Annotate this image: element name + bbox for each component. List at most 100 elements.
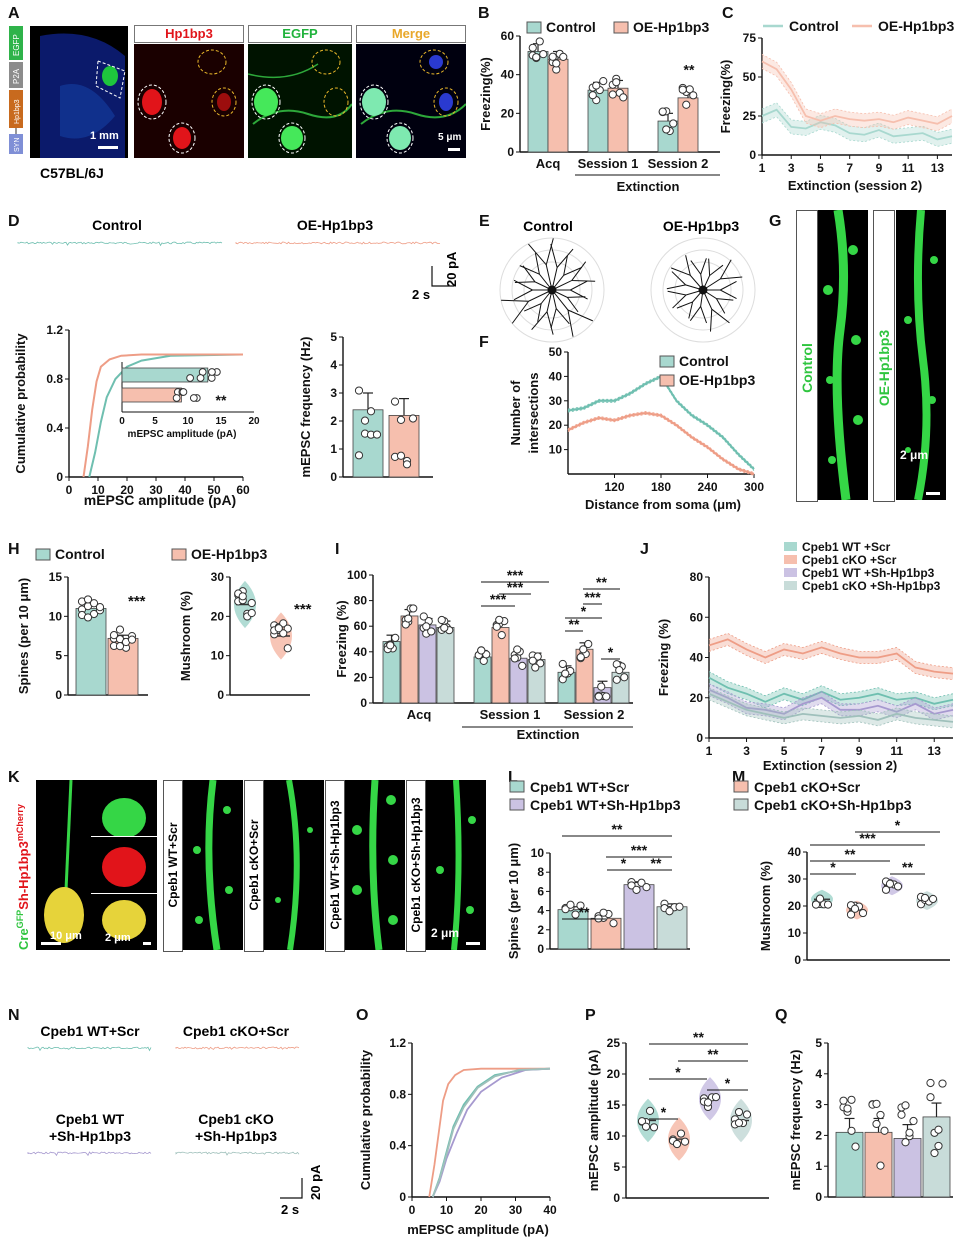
- y-tick-label: 5: [55, 649, 62, 663]
- panel-letter-o: O: [356, 1007, 368, 1024]
- y-tick-label: 0: [399, 1190, 406, 1204]
- legend-swatch: [659, 355, 675, 368]
- panel-letter-q: Q: [775, 1007, 787, 1024]
- data-point: [602, 692, 611, 701]
- legend-swatch: [784, 581, 797, 590]
- data-point: [396, 415, 406, 424]
- inset-point: [172, 394, 181, 402]
- x-tick-label: 5: [817, 161, 824, 175]
- data-point: [742, 1110, 752, 1119]
- sig-label: ***: [128, 593, 146, 610]
- y-axis-label: Freezing (%): [656, 619, 671, 696]
- panel-letter-k: K: [8, 769, 20, 786]
- hp1bp3-channel-image: [134, 44, 244, 158]
- data-point: [608, 90, 617, 99]
- scale-2um-k1: 2 μm: [105, 932, 131, 944]
- g-label-control: Control: [799, 343, 815, 393]
- data-point: [109, 631, 119, 640]
- trace-scale-bar-d: [431, 266, 454, 287]
- y-tick-label: 0: [507, 145, 514, 159]
- band-edge-lower: [567, 414, 755, 476]
- scale-5um: 5 μm: [438, 132, 462, 143]
- brain-slice-image: 1 mm: [30, 26, 128, 158]
- n-scale-x: 2 s: [281, 1202, 299, 1217]
- legend-swatch: [784, 568, 797, 577]
- x-category-label: Session 2: [648, 156, 709, 171]
- dendrite-branch: [523, 289, 553, 322]
- data-point: [599, 908, 608, 917]
- sig-label: ***: [507, 567, 524, 583]
- sig-label: *: [661, 1104, 667, 1120]
- x-tick-label: 7: [846, 161, 853, 175]
- y-tick-label: 80: [690, 570, 704, 584]
- data-point: [811, 900, 821, 909]
- legend-swatch: [35, 548, 51, 561]
- dendrite-branch: [528, 238, 554, 291]
- data-point: [279, 619, 288, 628]
- legend-label: Cpeb1 cKO+Sh-Hp1bp3: [754, 797, 912, 813]
- data-point: [658, 107, 667, 116]
- y-axis-label: mEPSC frequency (Hz): [298, 337, 313, 478]
- dendrite-branch: [702, 259, 743, 291]
- data-point: [492, 622, 501, 631]
- y-tick-label: 0: [217, 688, 224, 702]
- data-point: [926, 1093, 935, 1102]
- sig-label: *: [608, 644, 614, 660]
- inset-point: [208, 368, 216, 376]
- sig-label: ***: [859, 830, 876, 846]
- x-category-label: Session 2: [564, 707, 625, 722]
- n-label-wt-sh-1: Cpeb1 WT: [56, 1111, 125, 1127]
- sig-label: ***: [490, 591, 507, 607]
- inset-point: [179, 388, 188, 396]
- data-point: [893, 882, 903, 891]
- data-point: [930, 1148, 939, 1158]
- y-tick-label: 5: [330, 330, 337, 344]
- band-edge-lower: [567, 377, 755, 471]
- y-tick-label: 10: [49, 609, 63, 623]
- x-tick-label: 10: [91, 483, 105, 497]
- legend-swatch: [659, 374, 675, 387]
- data-point: [247, 608, 256, 618]
- legend-label: Control: [546, 19, 596, 35]
- dendrite-branch: [550, 243, 574, 291]
- dendrite-branch: [519, 253, 553, 291]
- neuron-gfp-zoom: [91, 780, 157, 836]
- n-label-cko-scr: Cpeb1 cKO+Scr: [183, 1023, 290, 1039]
- series-line: [708, 676, 954, 705]
- dendrite-branch: [702, 258, 724, 291]
- k-side-cre: Cre: [16, 928, 31, 950]
- inset-sig: **: [216, 392, 227, 408]
- data-point: [676, 1129, 686, 1138]
- neuron-overview-image: 10 μm: [36, 780, 91, 950]
- trace-scale-y: 20 pA: [444, 251, 459, 287]
- data-point: [390, 397, 400, 406]
- band-edge-lower: [761, 68, 953, 132]
- legend-label: Control: [55, 546, 105, 562]
- series-line: [567, 411, 755, 475]
- x-tick-label: 9: [876, 161, 883, 175]
- x-tick-label: 13: [931, 161, 945, 175]
- legend-label: Cpeb1 WT +Sh-Hp1bp3: [802, 566, 935, 580]
- x-tick-label: 300: [744, 480, 764, 494]
- legend-swatch: [733, 780, 749, 793]
- y-tick-label: 4: [537, 904, 544, 918]
- data-point: [876, 1161, 885, 1170]
- channel-label-merge: Merge: [356, 25, 466, 43]
- legend-label: OE-Hp1bp3: [679, 372, 755, 388]
- panel-letter-i: I: [335, 541, 339, 558]
- data-point: [897, 1110, 906, 1119]
- dendrite-branch: [513, 279, 552, 301]
- y-tick-label: 20: [501, 106, 515, 120]
- y-tick-label: 5: [613, 1160, 620, 1174]
- panel-letter-e: E: [479, 213, 490, 230]
- series-line: [708, 688, 954, 715]
- band-edge-upper: [761, 102, 953, 133]
- y-axis-label: Spines (per 10 μm): [16, 578, 31, 694]
- data-point: [665, 907, 674, 916]
- y-tick-label: 20: [549, 418, 563, 432]
- bar: [436, 627, 455, 704]
- data-point: [539, 50, 548, 59]
- data-point: [641, 1122, 651, 1131]
- sig-label: *: [675, 1064, 681, 1080]
- data-point: [872, 1119, 881, 1129]
